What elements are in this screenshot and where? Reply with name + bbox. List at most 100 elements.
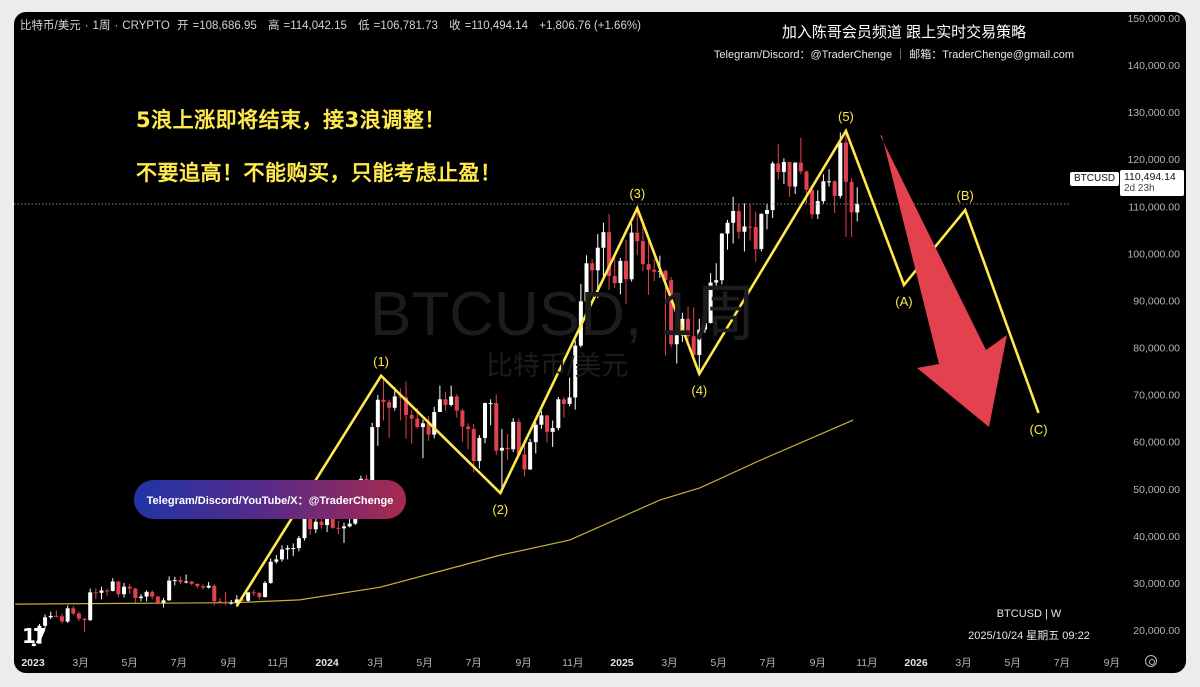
candle: [511, 418, 516, 453]
candle: [545, 415, 550, 443]
candle: [375, 395, 380, 446]
candle-body: [832, 181, 837, 196]
candle: [764, 203, 769, 230]
candle: [454, 394, 459, 418]
candle: [652, 259, 657, 282]
candle: [342, 522, 347, 543]
y-axis-tick-label: 20,000.00: [1133, 625, 1180, 637]
candle: [150, 590, 155, 600]
x-axis-tick-label: 3月: [661, 657, 677, 669]
candle: [184, 574, 189, 584]
moving-average-line: [15, 419, 854, 605]
candle-body: [708, 282, 713, 324]
x-axis-tick-label: 11月: [562, 657, 583, 669]
candle: [827, 169, 832, 187]
candle-body: [522, 454, 527, 470]
candle: [449, 385, 454, 407]
close-field: 收 =110,494.14: [449, 20, 529, 32]
candle-body: [494, 403, 499, 451]
candle-body: [545, 415, 550, 432]
candle: [466, 423, 471, 450]
wave-label: (B): [957, 188, 974, 203]
candle-body: [246, 592, 251, 601]
candle: [561, 396, 566, 418]
candle-body: [263, 582, 268, 598]
candle: [251, 589, 256, 597]
candle-body: [76, 613, 81, 619]
tradingview-logo-icon[interactable]: 17: [22, 624, 47, 648]
candle-body: [635, 232, 640, 242]
candle-body: [595, 247, 600, 271]
candle-body: [488, 403, 493, 405]
candle: [223, 591, 228, 606]
candle-body: [172, 580, 177, 582]
price-chart[interactable]: (1) (2) (3) (4) (5) (A) (B) (C) 150,000.00 140,0…: [14, 12, 1186, 673]
candle-body: [584, 263, 589, 302]
candle: [144, 590, 149, 602]
candle: [601, 222, 606, 281]
candle: [268, 558, 273, 584]
promo-title: 加入陈哥会员频道 跟上实时交易策略: [781, 24, 1027, 41]
candle-body: [404, 397, 409, 415]
candle-body: [764, 210, 769, 214]
candle: [263, 581, 268, 598]
candle: [178, 576, 183, 585]
candle-body: [601, 232, 606, 248]
candle: [122, 582, 127, 598]
candle: [533, 422, 538, 454]
candle-body: [640, 241, 645, 265]
candle: [488, 399, 493, 426]
y-axis-tick-label: 130,000.00: [1127, 107, 1180, 119]
candle: [426, 415, 431, 441]
x-axis-tick-label: 9月: [221, 657, 237, 669]
settings-gear-icon[interactable]: [1145, 655, 1157, 667]
y-axis-tick-label: 80,000.00: [1133, 343, 1180, 355]
candle-body: [855, 203, 860, 213]
candle-body: [623, 260, 628, 280]
last-price-label: 110,494.14 2d 23h: [1120, 170, 1184, 196]
candle: [432, 406, 437, 439]
candle-body: [793, 162, 798, 187]
x-axis-tick-label: 7月: [760, 657, 776, 669]
symbol-name[interactable]: 比特币/美元: [20, 20, 81, 32]
candle-body: [821, 181, 826, 202]
candle: [832, 180, 837, 213]
high-field: 高 =114,042.15: [268, 20, 347, 32]
candle-body: [240, 599, 245, 601]
candle: [308, 517, 313, 535]
candle-body: [798, 162, 803, 172]
candle-body: [511, 421, 516, 450]
annotation-line-2: 不要追高！不能购买，只能考虑止盈！: [136, 161, 502, 185]
candle: [65, 605, 70, 623]
candle: [590, 259, 595, 297]
candle: [748, 203, 753, 241]
candle-body: [257, 592, 262, 598]
y-axis-tick-label: 30,000.00: [1133, 578, 1180, 590]
candle-body: [82, 618, 87, 621]
candle: [815, 190, 820, 219]
candle-body: [48, 615, 53, 618]
candle-body: [370, 427, 375, 481]
candle-body: [150, 591, 155, 597]
y-axis-tick-label: 120,000.00: [1127, 154, 1180, 166]
candle: [550, 420, 555, 447]
candle: [556, 396, 561, 431]
candle: [539, 411, 544, 429]
candle-body: [409, 414, 414, 419]
candle: [736, 204, 741, 239]
x-axis-tick-label: 5月: [122, 657, 138, 669]
candle-body: [539, 415, 544, 425]
candle-body: [138, 596, 143, 598]
candle: [285, 545, 290, 560]
interval[interactable]: 1周: [92, 20, 111, 32]
candle-body: [251, 592, 256, 594]
candle-body: [229, 602, 234, 604]
candle: [43, 614, 48, 629]
candle: [798, 138, 803, 175]
wave-label: (5): [838, 109, 854, 124]
candle-body: [420, 423, 425, 428]
bar-countdown: 2d 23h: [1124, 183, 1155, 194]
candle-body: [742, 226, 747, 232]
candle: [189, 581, 194, 586]
candle: [296, 535, 301, 552]
